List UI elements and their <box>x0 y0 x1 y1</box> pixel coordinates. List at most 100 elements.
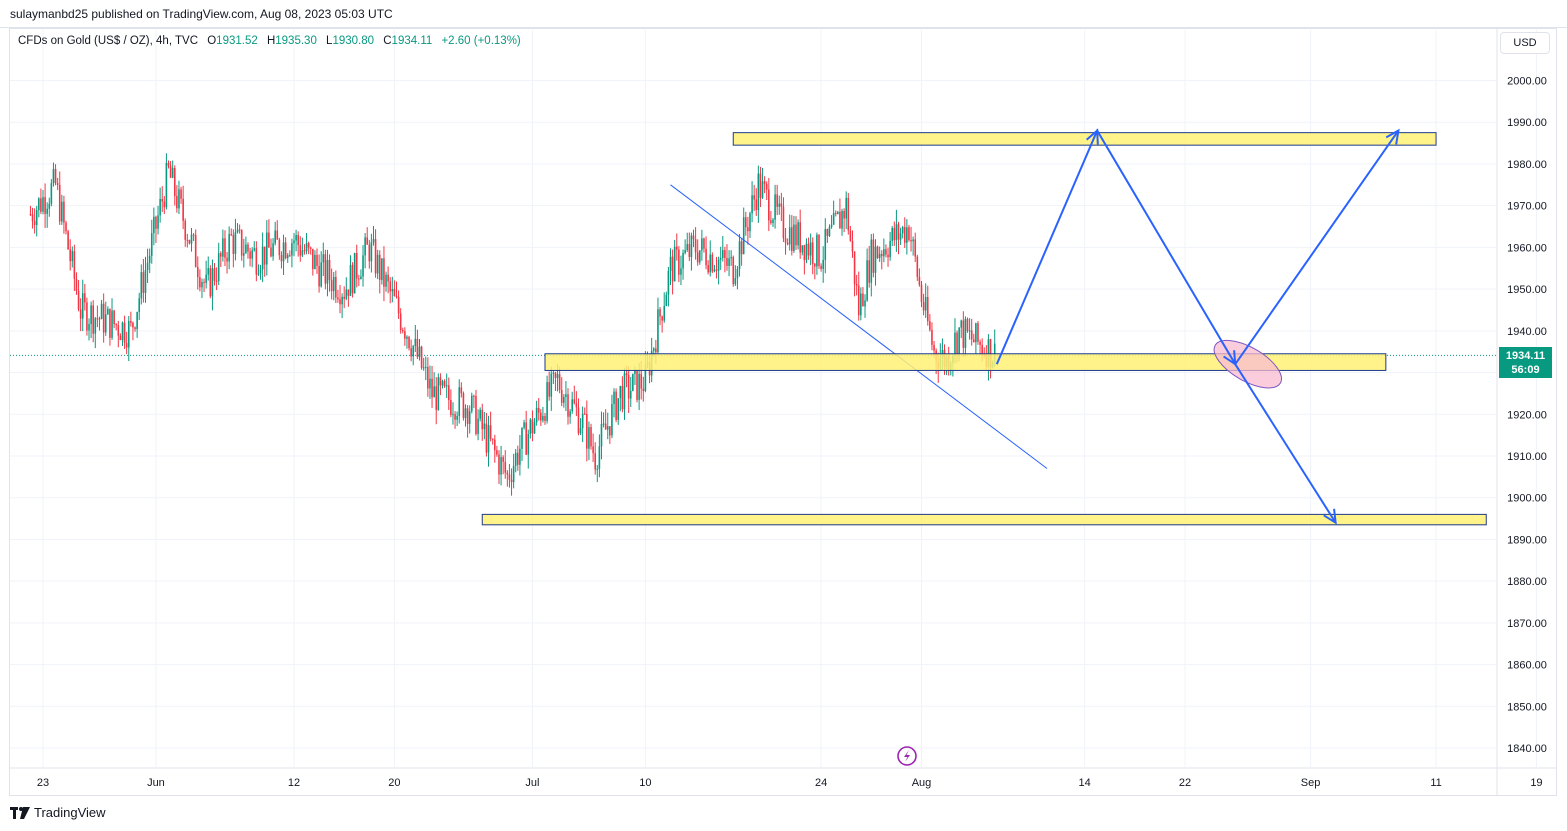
candle-body <box>602 423 605 425</box>
candle-body <box>809 242 812 256</box>
drawings-group <box>481 128 1487 526</box>
candle-body <box>222 238 224 257</box>
candle-body <box>588 427 590 449</box>
candle-body <box>924 297 927 311</box>
candle-body <box>786 242 789 245</box>
candle-body <box>176 195 178 209</box>
candle-body <box>634 369 636 375</box>
candle-body <box>111 310 113 338</box>
candle-body <box>544 415 546 421</box>
resistance-zone <box>732 132 1437 146</box>
candle-body <box>349 264 352 296</box>
candle-body <box>134 327 136 330</box>
candle-body <box>897 224 900 240</box>
candle-body <box>332 277 335 292</box>
arrow-head-down-2 <box>1323 508 1337 525</box>
time-tick-label: Jun <box>147 777 165 789</box>
candle-body <box>749 213 751 232</box>
candle-body <box>412 346 415 357</box>
candle-body <box>113 310 115 325</box>
candle-body <box>109 308 111 338</box>
tradingview-logo[interactable]: TradingView <box>10 805 106 820</box>
candle-body <box>301 250 304 256</box>
high-value: 1935.30 <box>275 35 317 47</box>
close-label: C <box>383 35 392 47</box>
candle-body <box>675 246 678 250</box>
candle-body <box>213 268 216 281</box>
candle-body <box>207 268 210 275</box>
candle-body <box>839 211 841 229</box>
candle-body <box>71 251 74 262</box>
candle-body <box>966 319 969 331</box>
candle-body <box>517 452 519 465</box>
candle-body <box>326 259 329 284</box>
candle-body <box>456 416 458 420</box>
candle-body <box>341 296 343 305</box>
candle-body <box>230 234 233 236</box>
price-tick-label: 1860.00 <box>1507 660 1547 672</box>
candle-body <box>173 168 176 196</box>
candle-body <box>705 248 707 266</box>
candle-body <box>107 308 109 315</box>
candle-body <box>61 201 63 222</box>
candle-body <box>251 250 253 259</box>
candle-body <box>144 270 147 293</box>
tradingview-brand: TradingView <box>34 805 106 820</box>
candle-body <box>261 246 264 270</box>
candle-body <box>728 258 730 266</box>
open-value: 1931.52 <box>216 35 258 47</box>
candle-body <box>130 320 132 323</box>
candle-body <box>92 305 94 334</box>
candle-body <box>891 228 894 242</box>
candle-body <box>161 199 164 202</box>
candle-body <box>40 198 42 212</box>
candle-body <box>401 330 404 332</box>
time-tick-label: 11 <box>1430 777 1441 789</box>
price-tick-label: 1870.00 <box>1507 618 1547 630</box>
symbol-name[interactable]: CFDs on Gold (US$ / OZ), 4h, TVC <box>18 35 199 47</box>
candle-body <box>73 251 76 279</box>
candle-body <box>414 338 417 347</box>
candle-body <box>376 254 379 274</box>
candle-body <box>171 168 174 178</box>
candle-body <box>38 198 40 211</box>
candle-body <box>234 232 237 254</box>
candle-body <box>322 254 325 263</box>
time-tick-label: 20 <box>388 777 400 789</box>
currency-button[interactable]: USD <box>1500 32 1550 54</box>
candle-body <box>81 293 84 319</box>
price-tick-label: 1980.00 <box>1507 159 1547 171</box>
candle-body <box>857 285 860 316</box>
candle-body <box>759 173 762 198</box>
candle-body <box>142 272 145 293</box>
candle-body <box>462 393 465 418</box>
candle-body <box>52 168 55 184</box>
candle-body <box>874 246 877 273</box>
candle-body <box>441 381 444 386</box>
candle-body <box>849 230 852 241</box>
candle-body <box>719 257 722 260</box>
candle-body <box>968 330 971 332</box>
candle-body <box>686 244 689 251</box>
candle-body <box>828 227 831 236</box>
candle-body <box>573 399 576 404</box>
candle-body <box>282 242 285 262</box>
candles-group <box>29 153 996 496</box>
candle-body <box>366 237 369 245</box>
candle-body <box>473 395 475 397</box>
candle-body <box>506 472 509 475</box>
candle-body <box>280 255 283 262</box>
support-zone <box>544 353 1387 371</box>
candle-body <box>776 194 778 207</box>
candle-body <box>360 276 362 280</box>
candle-body <box>962 320 965 348</box>
candle-body <box>410 348 412 357</box>
candle-body <box>866 260 868 301</box>
candle-body <box>58 184 61 222</box>
candle-body <box>770 220 772 224</box>
candle-body <box>880 253 883 257</box>
footer: TradingView <box>0 796 1567 831</box>
lightning-icon[interactable] <box>897 746 917 766</box>
candle-body <box>123 322 126 343</box>
